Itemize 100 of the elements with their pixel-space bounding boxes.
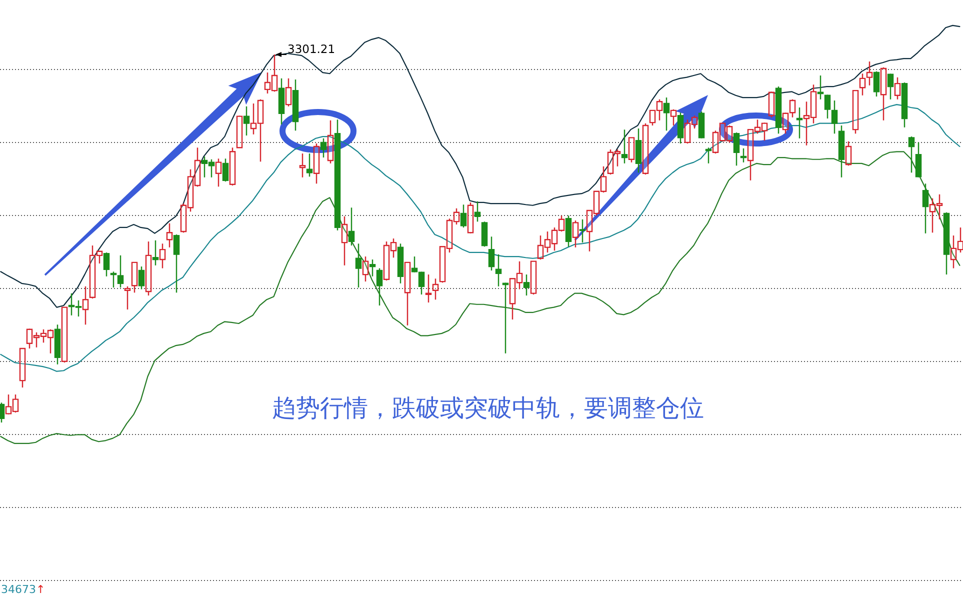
candlestick [145,240,152,296]
candlestick [89,244,96,300]
candlestick [537,234,544,260]
candlestick [957,226,963,254]
candlestick [922,183,929,234]
candlestick [348,206,355,246]
candlestick [950,234,957,269]
candlestick [460,204,467,228]
candlestick [12,394,19,414]
candlestick [362,256,369,282]
candlestick [334,119,341,231]
candlestick [740,148,747,163]
candlestick [747,128,754,181]
candlestick [824,94,831,120]
candlestick [621,128,628,164]
candlestick [383,240,390,282]
candlestick [306,152,313,178]
candlestick [488,236,495,272]
candlestick [642,122,649,176]
candlestick [19,348,26,388]
candlestick [789,98,796,118]
candlestick [649,110,656,126]
candlestick [243,106,250,136]
candlestick [271,54,278,92]
candlestick [600,166,607,194]
candlestick [502,282,509,354]
candlestick [131,262,138,294]
candlestick [418,271,425,296]
candlestick [775,86,782,134]
candlestick [796,106,803,139]
candlestick [663,96,670,132]
candlestick [635,128,642,174]
candlestick [54,324,61,365]
candlestick [530,260,537,296]
candlestick [369,258,376,277]
candlestick [453,208,460,226]
candlestick [292,78,299,132]
candlestick [495,254,502,287]
candlestick [684,119,691,144]
candlestick [285,78,292,107]
candlestick [110,271,117,288]
candlestick [257,98,264,162]
candlestick [117,254,124,288]
candlestick [880,66,887,121]
candlestick [61,306,68,364]
candlestick [516,260,523,290]
candlestick [936,194,943,220]
annotation: 趋势行情，跌破或突破中轨，要调整仓位 [272,394,704,422]
candlestick [82,286,89,326]
candlestick [355,243,362,288]
candlestick [810,84,817,124]
candlestick [656,98,663,121]
candlestick [5,394,12,415]
candlestick [397,243,404,284]
candlestick [719,122,726,142]
candlestick [166,222,173,248]
candlestick [761,122,768,142]
candlestick [915,142,922,178]
candlestick [138,266,145,290]
candlestick [544,230,551,254]
candlestick [229,147,236,186]
candlestick [299,152,306,178]
candlestick [852,90,859,134]
candlestick [124,286,131,310]
candlestick [551,226,558,252]
candlestick [40,328,47,344]
candlestick [628,137,635,163]
candlestick [677,112,684,144]
candlestick [607,148,614,176]
candlestick [803,101,810,146]
candlestick [439,246,446,284]
candlestick [278,78,285,126]
candlestick [313,142,320,184]
candlestick [222,158,229,182]
candlestick [215,158,222,188]
candlestick [873,70,880,98]
annotation: 3301.21 [288,42,336,56]
candlestick [733,132,740,166]
candlestick [159,243,166,269]
candlestick [845,140,852,166]
candlestick [698,110,705,139]
candlestick [831,100,838,134]
candlestick [887,73,894,100]
candlestick [691,114,698,130]
candlestick [838,124,845,178]
candlestick [327,120,334,164]
candlestick [754,119,761,134]
candlestick [404,262,411,326]
candlestick [817,74,824,100]
candlestick [908,136,915,174]
candlestick [96,250,103,264]
candlestick [579,218,586,244]
candlestick [26,328,33,350]
candlestick [173,234,180,294]
candlestick [768,91,775,118]
candlestick [432,278,439,300]
candlestick [782,112,789,134]
candlestick [250,102,257,135]
candlestick [467,202,474,234]
candlestick [593,190,600,216]
